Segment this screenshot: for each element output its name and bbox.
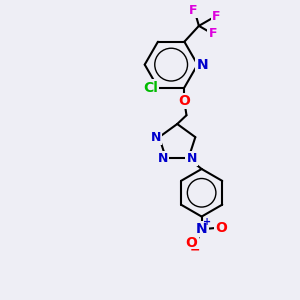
- Text: F: F: [208, 26, 217, 40]
- Text: N: N: [151, 130, 161, 144]
- Text: −: −: [190, 244, 200, 257]
- Text: N: N: [196, 58, 208, 72]
- Text: +: +: [203, 217, 211, 227]
- Text: N: N: [158, 152, 168, 165]
- Text: N: N: [186, 152, 197, 165]
- Text: O: O: [178, 94, 190, 108]
- Text: Cl: Cl: [143, 80, 158, 94]
- Text: F: F: [189, 4, 198, 16]
- Text: F: F: [212, 10, 221, 23]
- Text: O: O: [215, 221, 227, 235]
- Text: O: O: [186, 236, 197, 250]
- Text: N: N: [196, 222, 207, 236]
